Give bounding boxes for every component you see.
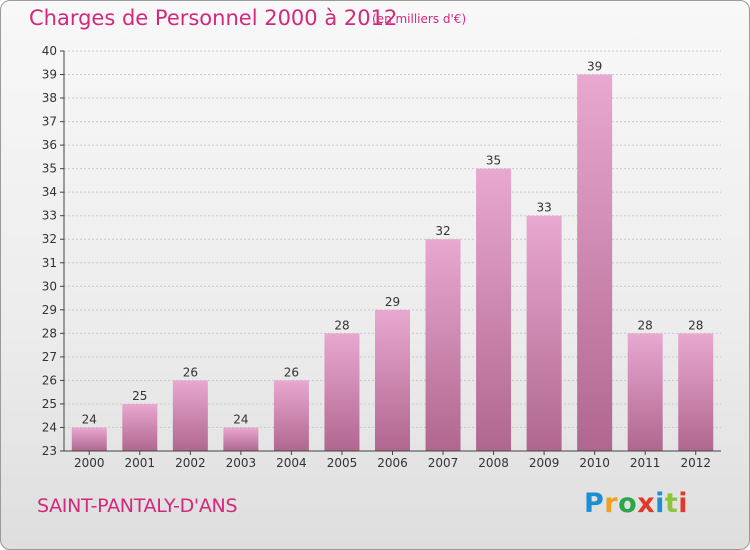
place-name: SAINT-PANTALY-D'ANS xyxy=(37,495,238,517)
y-tick-label: 36 xyxy=(42,138,57,152)
x-tick-label: 2006 xyxy=(377,456,408,470)
chart-title: Charges de Personnel 2000 à 2012 xyxy=(29,6,398,30)
bar-2002[interactable] xyxy=(172,380,208,451)
y-tick-label: 25 xyxy=(42,397,57,411)
value-label: 28 xyxy=(638,318,653,332)
y-tick-label: 40 xyxy=(42,44,57,58)
x-tick-label: 2008 xyxy=(478,456,509,470)
bar-2008[interactable] xyxy=(476,168,512,451)
value-label: 28 xyxy=(334,318,349,332)
y-tick-label: 29 xyxy=(42,303,57,317)
value-label: 33 xyxy=(536,201,551,215)
x-tick-label: 2001 xyxy=(125,456,156,470)
logo-letter: x xyxy=(637,488,656,519)
value-label: 25 xyxy=(132,389,147,403)
y-tick-label: 37 xyxy=(42,115,57,129)
y-tick-label: 34 xyxy=(42,185,57,199)
value-label: 35 xyxy=(486,154,501,168)
y-tick-label: 38 xyxy=(42,91,57,105)
x-tick-label: 2004 xyxy=(276,456,307,470)
x-tick-label: 2000 xyxy=(74,456,105,470)
y-tick-label: 33 xyxy=(42,209,57,223)
x-tick-label: 2005 xyxy=(327,456,358,470)
bar-2007[interactable] xyxy=(425,239,461,451)
logo-letter: o xyxy=(618,488,638,519)
y-tick-label: 24 xyxy=(42,420,57,434)
value-label: 32 xyxy=(435,224,450,238)
axes: 23 24 25 26 27 28 29 30 31 32 33 34 35 36 37 38 39 40 2000… xyxy=(42,44,721,470)
value-label: 28 xyxy=(688,318,703,332)
bar-2012[interactable] xyxy=(678,333,714,451)
x-tick-label: 2009 xyxy=(529,456,560,470)
bar-2004[interactable] xyxy=(273,380,309,451)
value-label: 24 xyxy=(82,412,97,426)
bar-2001[interactable] xyxy=(122,403,158,451)
y-tick-label: 30 xyxy=(42,279,57,293)
bar-2011[interactable] xyxy=(627,333,663,451)
bar-2005[interactable] xyxy=(324,333,360,451)
logo-letter: i xyxy=(678,488,689,519)
y-tick-label: 26 xyxy=(42,373,57,387)
x-tick-label: 2007 xyxy=(428,456,459,470)
y-tick-label: 32 xyxy=(42,232,57,246)
value-label: 24 xyxy=(233,412,248,426)
x-tick-label: 2003 xyxy=(226,456,257,470)
y-tick-label: 23 xyxy=(42,444,57,458)
logo-letter: i xyxy=(655,488,665,519)
chart-subtitle: (en milliers d'€) xyxy=(372,12,467,26)
x-tick-label: 2002 xyxy=(175,456,206,470)
logo-letter: t xyxy=(664,488,679,519)
x-tick-label: 2012 xyxy=(680,456,711,470)
y-tick-label: 39 xyxy=(42,68,57,82)
x-tick-label: 2010 xyxy=(579,456,610,470)
proxiti-logo[interactable]: Proxiti xyxy=(584,488,688,519)
logo-letter: P xyxy=(584,488,605,519)
value-label: 26 xyxy=(183,365,198,379)
y-tick-label: 28 xyxy=(42,326,57,340)
bar-2006[interactable] xyxy=(375,309,410,451)
bar-2009[interactable] xyxy=(526,215,562,451)
value-label: 29 xyxy=(385,295,400,309)
y-tick-label: 31 xyxy=(42,256,57,270)
y-tick-label: 27 xyxy=(42,350,57,364)
bar-2010[interactable] xyxy=(577,74,613,451)
bar-2000[interactable] xyxy=(71,427,107,451)
value-label: 26 xyxy=(284,365,299,379)
bars: 24 25 26 24 26 28 29 32 35 33 39 28 28 xyxy=(71,60,714,451)
y-tick-label: 35 xyxy=(42,162,57,176)
value-label: 39 xyxy=(587,60,602,74)
logo-letter: r xyxy=(604,488,619,519)
bar-2003[interactable] xyxy=(223,427,259,451)
x-tick-label: 2011 xyxy=(630,456,661,470)
